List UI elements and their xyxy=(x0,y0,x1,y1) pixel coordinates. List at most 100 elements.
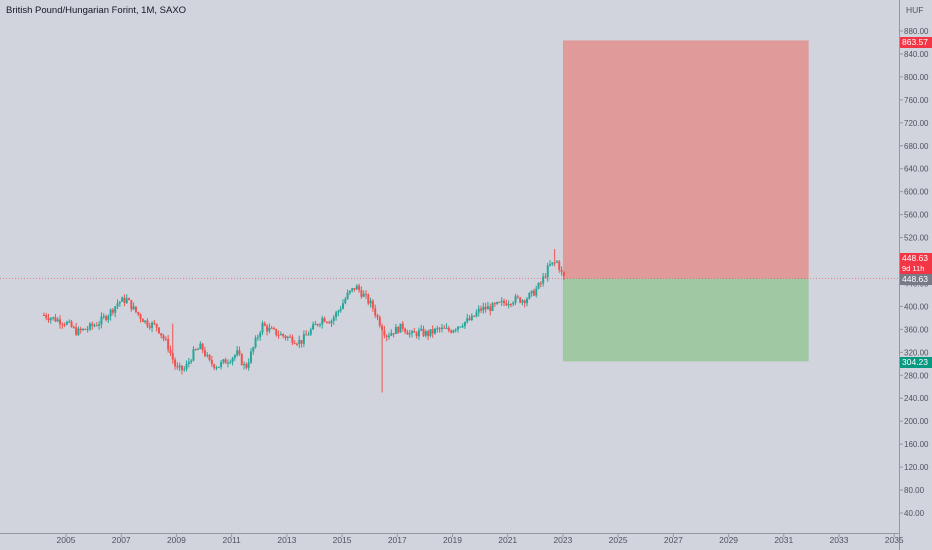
candle-body xyxy=(325,321,328,323)
candle-body xyxy=(109,309,112,317)
candle-body xyxy=(371,300,374,309)
candle-body xyxy=(459,326,462,328)
candle-body xyxy=(245,364,248,368)
currency-label: HUF xyxy=(906,5,924,15)
candle-body xyxy=(63,324,66,326)
candle-body xyxy=(480,308,483,311)
candle-body xyxy=(431,329,434,334)
x-tick-label: 2021 xyxy=(498,535,517,545)
candle-body xyxy=(505,303,508,306)
y-tick-label: 640.00 xyxy=(904,165,929,174)
candle-body xyxy=(404,328,407,332)
candle-body xyxy=(197,349,200,351)
candle-body xyxy=(470,315,473,320)
candle-body xyxy=(512,302,515,305)
candle-body xyxy=(335,312,338,318)
candle-body xyxy=(438,328,441,330)
candle-body xyxy=(185,363,188,370)
x-tick-label: 2025 xyxy=(609,535,628,545)
candle-body xyxy=(507,304,510,306)
candle-body xyxy=(279,334,282,336)
candle-body xyxy=(236,350,239,356)
candle-body xyxy=(450,330,453,333)
y-tick-label: 720.00 xyxy=(904,119,929,128)
candle-body xyxy=(364,293,367,295)
candle-body xyxy=(526,298,529,304)
candle-body xyxy=(452,330,455,333)
candle-body xyxy=(215,367,218,369)
candle-body xyxy=(254,338,257,348)
candle-body xyxy=(312,324,315,330)
crosshair-price-badge: 448.63 xyxy=(900,274,932,285)
candle-body xyxy=(509,304,512,306)
x-tick-label: 2023 xyxy=(553,535,572,545)
candle-body xyxy=(332,317,335,321)
candle-body xyxy=(355,285,358,290)
candle-body xyxy=(293,343,296,345)
candle-body xyxy=(424,331,427,336)
x-tick-label: 2015 xyxy=(333,535,352,545)
candle-body xyxy=(180,365,183,371)
candle-body xyxy=(226,362,229,364)
candle-body xyxy=(422,328,425,336)
candle-body xyxy=(417,330,420,337)
candle-body xyxy=(275,328,278,336)
candle-body xyxy=(88,323,91,330)
candle-body xyxy=(220,362,223,367)
candle-body xyxy=(514,296,517,303)
candle-body xyxy=(261,323,264,333)
candle-body xyxy=(176,366,179,368)
candle-body xyxy=(286,336,289,339)
candle-body xyxy=(98,324,101,326)
candle-body xyxy=(542,276,545,284)
candle-body xyxy=(160,333,163,336)
x-tick-label: 2009 xyxy=(167,535,186,545)
candle-body xyxy=(222,359,225,363)
candle-body xyxy=(394,326,397,334)
candle-body xyxy=(263,323,266,326)
candle-body xyxy=(491,303,494,311)
candle-body xyxy=(75,327,78,335)
candle-body xyxy=(314,324,317,326)
candle-body xyxy=(528,293,531,299)
candle-body xyxy=(443,327,446,329)
chart-title: British Pound/Hungarian Forint, 1M, SAXO xyxy=(6,5,187,16)
candle-body xyxy=(549,264,552,266)
candle-body xyxy=(171,352,174,360)
candle-body xyxy=(523,300,526,304)
candle-body xyxy=(503,300,506,304)
candle-body xyxy=(49,318,52,321)
candle-body xyxy=(383,330,386,336)
candle-body xyxy=(233,355,236,358)
candle-body xyxy=(457,326,460,330)
candle-body xyxy=(367,294,370,304)
candle-body xyxy=(134,306,137,313)
candle-body xyxy=(190,360,193,362)
candle-body xyxy=(558,261,561,270)
y-tick-label: 40.00 xyxy=(904,509,925,518)
candle-body xyxy=(141,318,144,323)
candle-body xyxy=(86,329,89,331)
candle-body xyxy=(210,360,213,365)
x-tick-label: 2033 xyxy=(830,535,849,545)
candle-body xyxy=(482,306,485,311)
candle-body xyxy=(65,321,68,325)
candle-body xyxy=(169,349,172,353)
candle-body xyxy=(259,332,262,338)
candle-body xyxy=(178,365,181,368)
y-tick-label: 280.00 xyxy=(904,371,929,380)
y-tick-label: 840.00 xyxy=(904,50,929,59)
bar-timer-badge: 9d 11h xyxy=(900,264,932,274)
stop-zone xyxy=(562,278,809,362)
candle-body xyxy=(381,325,384,331)
candle-body xyxy=(337,310,340,313)
candle-body xyxy=(486,306,489,310)
candle-body xyxy=(224,359,227,364)
candle-body xyxy=(539,282,542,284)
candle-body xyxy=(174,359,177,367)
candle-body xyxy=(468,318,471,320)
candle-body xyxy=(270,327,273,329)
candle-body xyxy=(305,334,308,336)
x-tick-label: 2017 xyxy=(388,535,407,545)
